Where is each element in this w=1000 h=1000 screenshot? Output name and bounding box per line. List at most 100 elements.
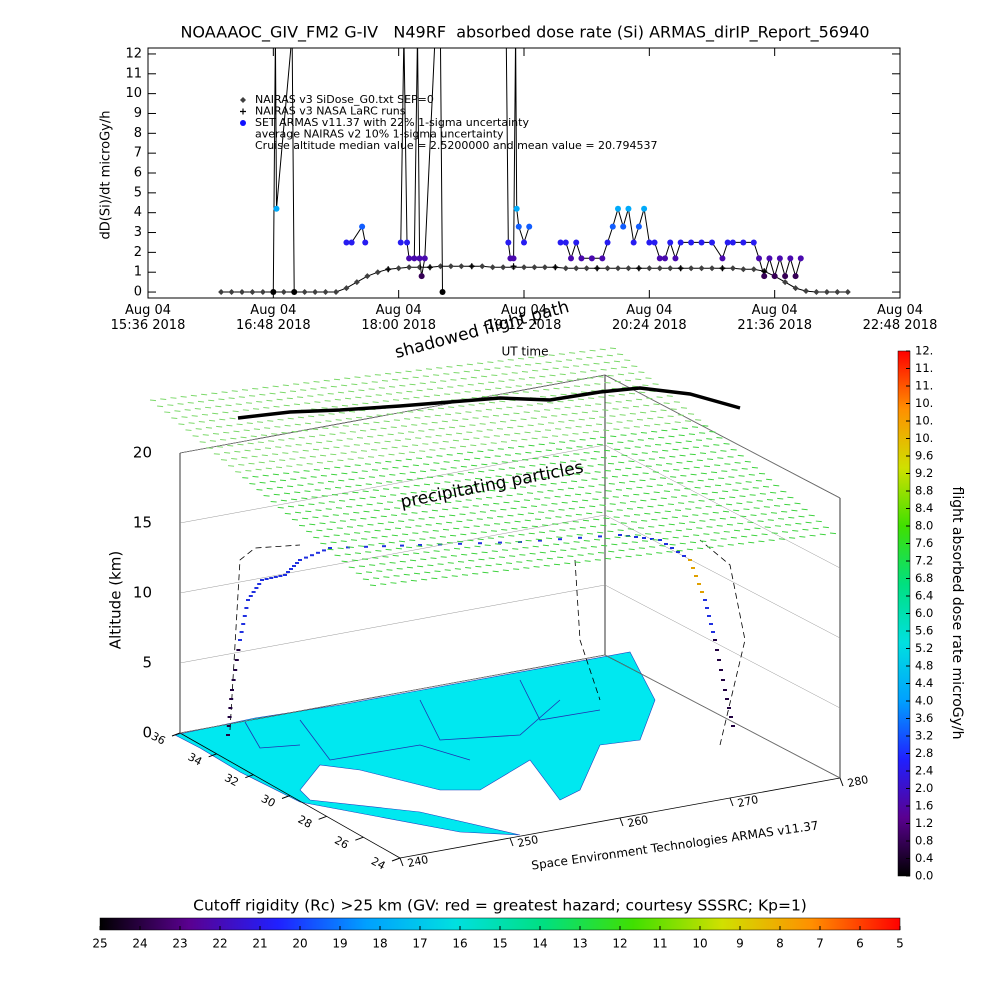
particle-dash (421, 422, 428, 425)
point (583, 265, 590, 272)
particle-dash (542, 544, 549, 547)
point (646, 239, 653, 246)
particle-dash (287, 417, 294, 420)
particle-dash (675, 529, 682, 532)
flight-point (717, 659, 721, 661)
particle-dash (293, 403, 301, 406)
point (823, 289, 830, 296)
particle-dash (424, 503, 431, 506)
particle-dash (534, 498, 541, 500)
particle-dash (350, 519, 357, 521)
particle-dash (321, 495, 328, 497)
particle-dash (322, 427, 329, 430)
particle-dash (519, 486, 526, 488)
particle-dash (314, 401, 321, 403)
particle-dash (652, 539, 659, 541)
particle-dash (316, 441, 323, 444)
particle-dash (670, 408, 677, 410)
particle-dash (678, 522, 685, 525)
y-tick-label: 2 (134, 245, 142, 260)
particle-dash (443, 461, 450, 463)
point (364, 273, 371, 280)
flight-point (538, 539, 542, 542)
particle-dash (323, 447, 330, 450)
colorbar-tick-label: 0.4 (915, 851, 933, 865)
particle-dash (463, 526, 470, 529)
particle-dash (525, 384, 532, 386)
flight-point (715, 649, 719, 651)
particle-dash (589, 437, 596, 440)
particle-dash (515, 453, 522, 455)
particle-dash (341, 472, 348, 475)
particle-dash (379, 563, 386, 565)
particle-dash (675, 441, 682, 444)
particle-dash (472, 417, 479, 419)
particle-dash (544, 429, 552, 431)
particle-dash (262, 386, 269, 389)
particle-dash (348, 410, 356, 413)
particle-dash (703, 533, 710, 535)
particle-dash (390, 582, 397, 584)
particle-dash (520, 506, 527, 509)
colorbar-tick-label: 9 (736, 937, 744, 951)
particle-dash (406, 566, 413, 569)
particle-dash (676, 549, 683, 552)
particle-dash (368, 388, 375, 390)
particle-dash (215, 405, 222, 408)
particle-dash (625, 555, 632, 558)
particle-dash (472, 505, 479, 507)
lat-tick (391, 857, 401, 862)
particle-dash (286, 465, 293, 467)
particle-dash (579, 526, 586, 529)
particle-dash (445, 501, 452, 504)
particle-dash (334, 466, 341, 469)
point (280, 289, 287, 296)
particle-dash (726, 503, 733, 506)
particle-dash (628, 372, 635, 375)
particle-dash (376, 414, 383, 417)
particle-dash (756, 500, 763, 502)
particle-dash (352, 403, 359, 406)
particle-dash (581, 479, 588, 481)
particle-dash (242, 409, 249, 411)
flight-point (676, 551, 680, 553)
particle-dash (289, 390, 297, 393)
particle-dash (683, 467, 690, 470)
particle-dash (638, 459, 645, 461)
particle-dash (511, 439, 518, 442)
particle-dash (599, 416, 606, 419)
state-line (419, 699, 561, 741)
point (667, 265, 674, 272)
particle-dash (467, 471, 475, 474)
point (406, 264, 413, 271)
particle-dash (430, 469, 437, 471)
particle-dash (463, 458, 471, 461)
particle-dash (631, 541, 638, 543)
flight-point (264, 578, 269, 580)
particle-dash (728, 476, 735, 478)
particle-dash (607, 442, 614, 445)
particle-dash (702, 425, 709, 427)
flight-point (322, 549, 326, 552)
particle-dash (467, 383, 474, 386)
particle-dash (618, 461, 625, 464)
particle-dash (757, 520, 764, 522)
particle-dash (557, 556, 564, 559)
particle-dash (567, 555, 574, 558)
point (505, 239, 512, 246)
particle-dash (364, 375, 371, 377)
particle-dash (680, 474, 687, 477)
point (291, 289, 298, 296)
particle-dash (633, 426, 640, 428)
particle-dash (466, 431, 473, 434)
particle-dash (537, 491, 544, 493)
flight-point (578, 536, 582, 539)
particle-dash (516, 493, 523, 496)
particle-dash (733, 509, 740, 512)
particle-dash (744, 460, 751, 463)
particle-dash (580, 391, 588, 393)
particle-dash (693, 534, 700, 537)
particle-dash (737, 542, 745, 545)
particle-dash (559, 441, 566, 443)
particle-dash (539, 463, 546, 466)
